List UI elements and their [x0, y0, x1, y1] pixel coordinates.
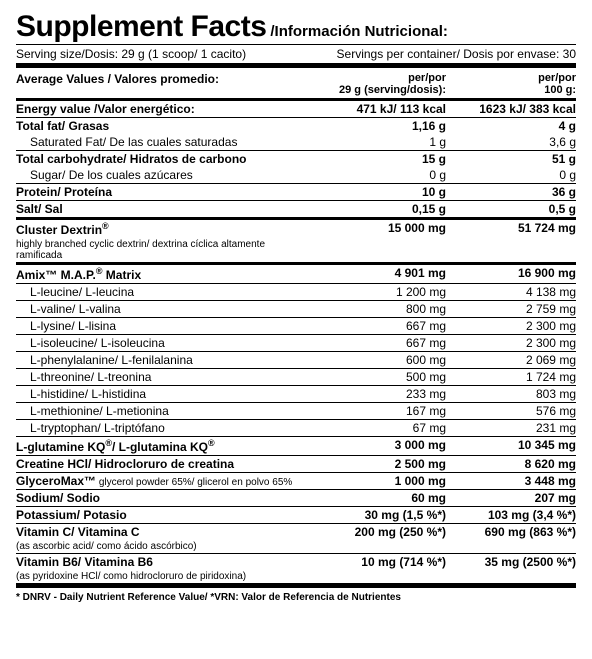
row-vitb6-sub: (as pyridoxine HCl/ como hidrocloruro de… [16, 570, 576, 588]
row-his: L-histidine/ L-histidina233 mg803 mg [16, 386, 576, 403]
col-100g-header: per/por 100 g: [446, 72, 576, 96]
row-vitb6: Vitamin B6/ Vitamina B6 10 mg (714 %*) 3… [16, 554, 576, 570]
row-potassium: Potassium/ Potasio 30 mg (1,5 %*) 103 mg… [16, 507, 576, 524]
row-phe: L-phenylalanine/ L-fenilalanina600 mg2 0… [16, 352, 576, 369]
row-creatine: Creatine HCl/ Hidrocloruro de creatina 2… [16, 456, 576, 473]
row-vitc-sub: (as ascorbic acid/ como ácido ascórbico) [16, 540, 576, 554]
row-trp: L-tryptophan/ L-triptófano67 mg231 mg [16, 420, 576, 437]
row-leu: L-leucine/ L-leucina1 200 mg4 138 mg [16, 284, 576, 301]
row-sugar: Sugar/ De los cuales azúcares 0 g 0 g [16, 167, 576, 184]
serving-row: Serving size/Dosis: 29 g (1 scoop/ 1 cac… [16, 45, 576, 68]
row-salt: Salt/ Sal 0,15 g 0,5 g [16, 201, 576, 220]
header-row: Average Values / Valores promedio: per/p… [16, 68, 576, 101]
title-row: Supplement Facts /Información Nutriciona… [16, 10, 576, 45]
row-satfat: Saturated Fat/ De las cuales saturadas 1… [16, 134, 576, 151]
title-main: Supplement Facts [16, 10, 266, 44]
serving-container: Servings per container/ Dosis por envase… [337, 47, 576, 61]
row-thr: L-threonine/ L-treonina500 mg1 724 mg [16, 369, 576, 386]
col-29g-header: per/por 29 g (serving/dosis): [306, 72, 446, 96]
row-lys: L-lysine/ L-lisina667 mg2 300 mg [16, 318, 576, 335]
avg-values-label: Average Values / Valores promedio: [16, 72, 306, 96]
row-energy: Energy value /Valor energético: 471 kJ/ … [16, 101, 576, 118]
row-glutamine: L-glutamine KQ®/ L-glutamina KQ® 3 000 m… [16, 437, 576, 456]
footnote: * DNRV - Daily Nutrient Reference Value/… [16, 588, 576, 603]
row-fat: Total fat/ Grasas 1,16 g 4 g [16, 118, 576, 134]
row-vitc: Vitamin C/ Vitamina C 200 mg (250 %*) 69… [16, 524, 576, 540]
row-met: L-methionine/ L-metionina167 mg576 mg [16, 403, 576, 420]
serving-size: Serving size/Dosis: 29 g (1 scoop/ 1 cac… [16, 47, 246, 61]
row-val: L-valine/ L-valina800 mg2 759 mg [16, 301, 576, 318]
row-cluster-sub: highly branched cyclic dextrin/ dextrina… [16, 238, 576, 265]
title-sub: /Información Nutricional: [270, 23, 448, 40]
row-map: Amix™ M.A.P.® Matrix 4 901 mg 16 900 mg [16, 265, 576, 284]
row-sodium: Sodium/ Sodio 60 mg 207 mg [16, 490, 576, 507]
row-cluster: Cluster Dextrin® 15 000 mg 51 724 mg [16, 220, 576, 238]
row-carb: Total carbohydrate/ Hidratos de carbono … [16, 151, 576, 167]
row-glyceromax: GlyceroMax™ glycerol powder 65%/ glicero… [16, 473, 576, 490]
row-iso: L-isoleucine/ L-isoleucina667 mg2 300 mg [16, 335, 576, 352]
row-protein: Protein/ Proteína 10 g 36 g [16, 184, 576, 201]
